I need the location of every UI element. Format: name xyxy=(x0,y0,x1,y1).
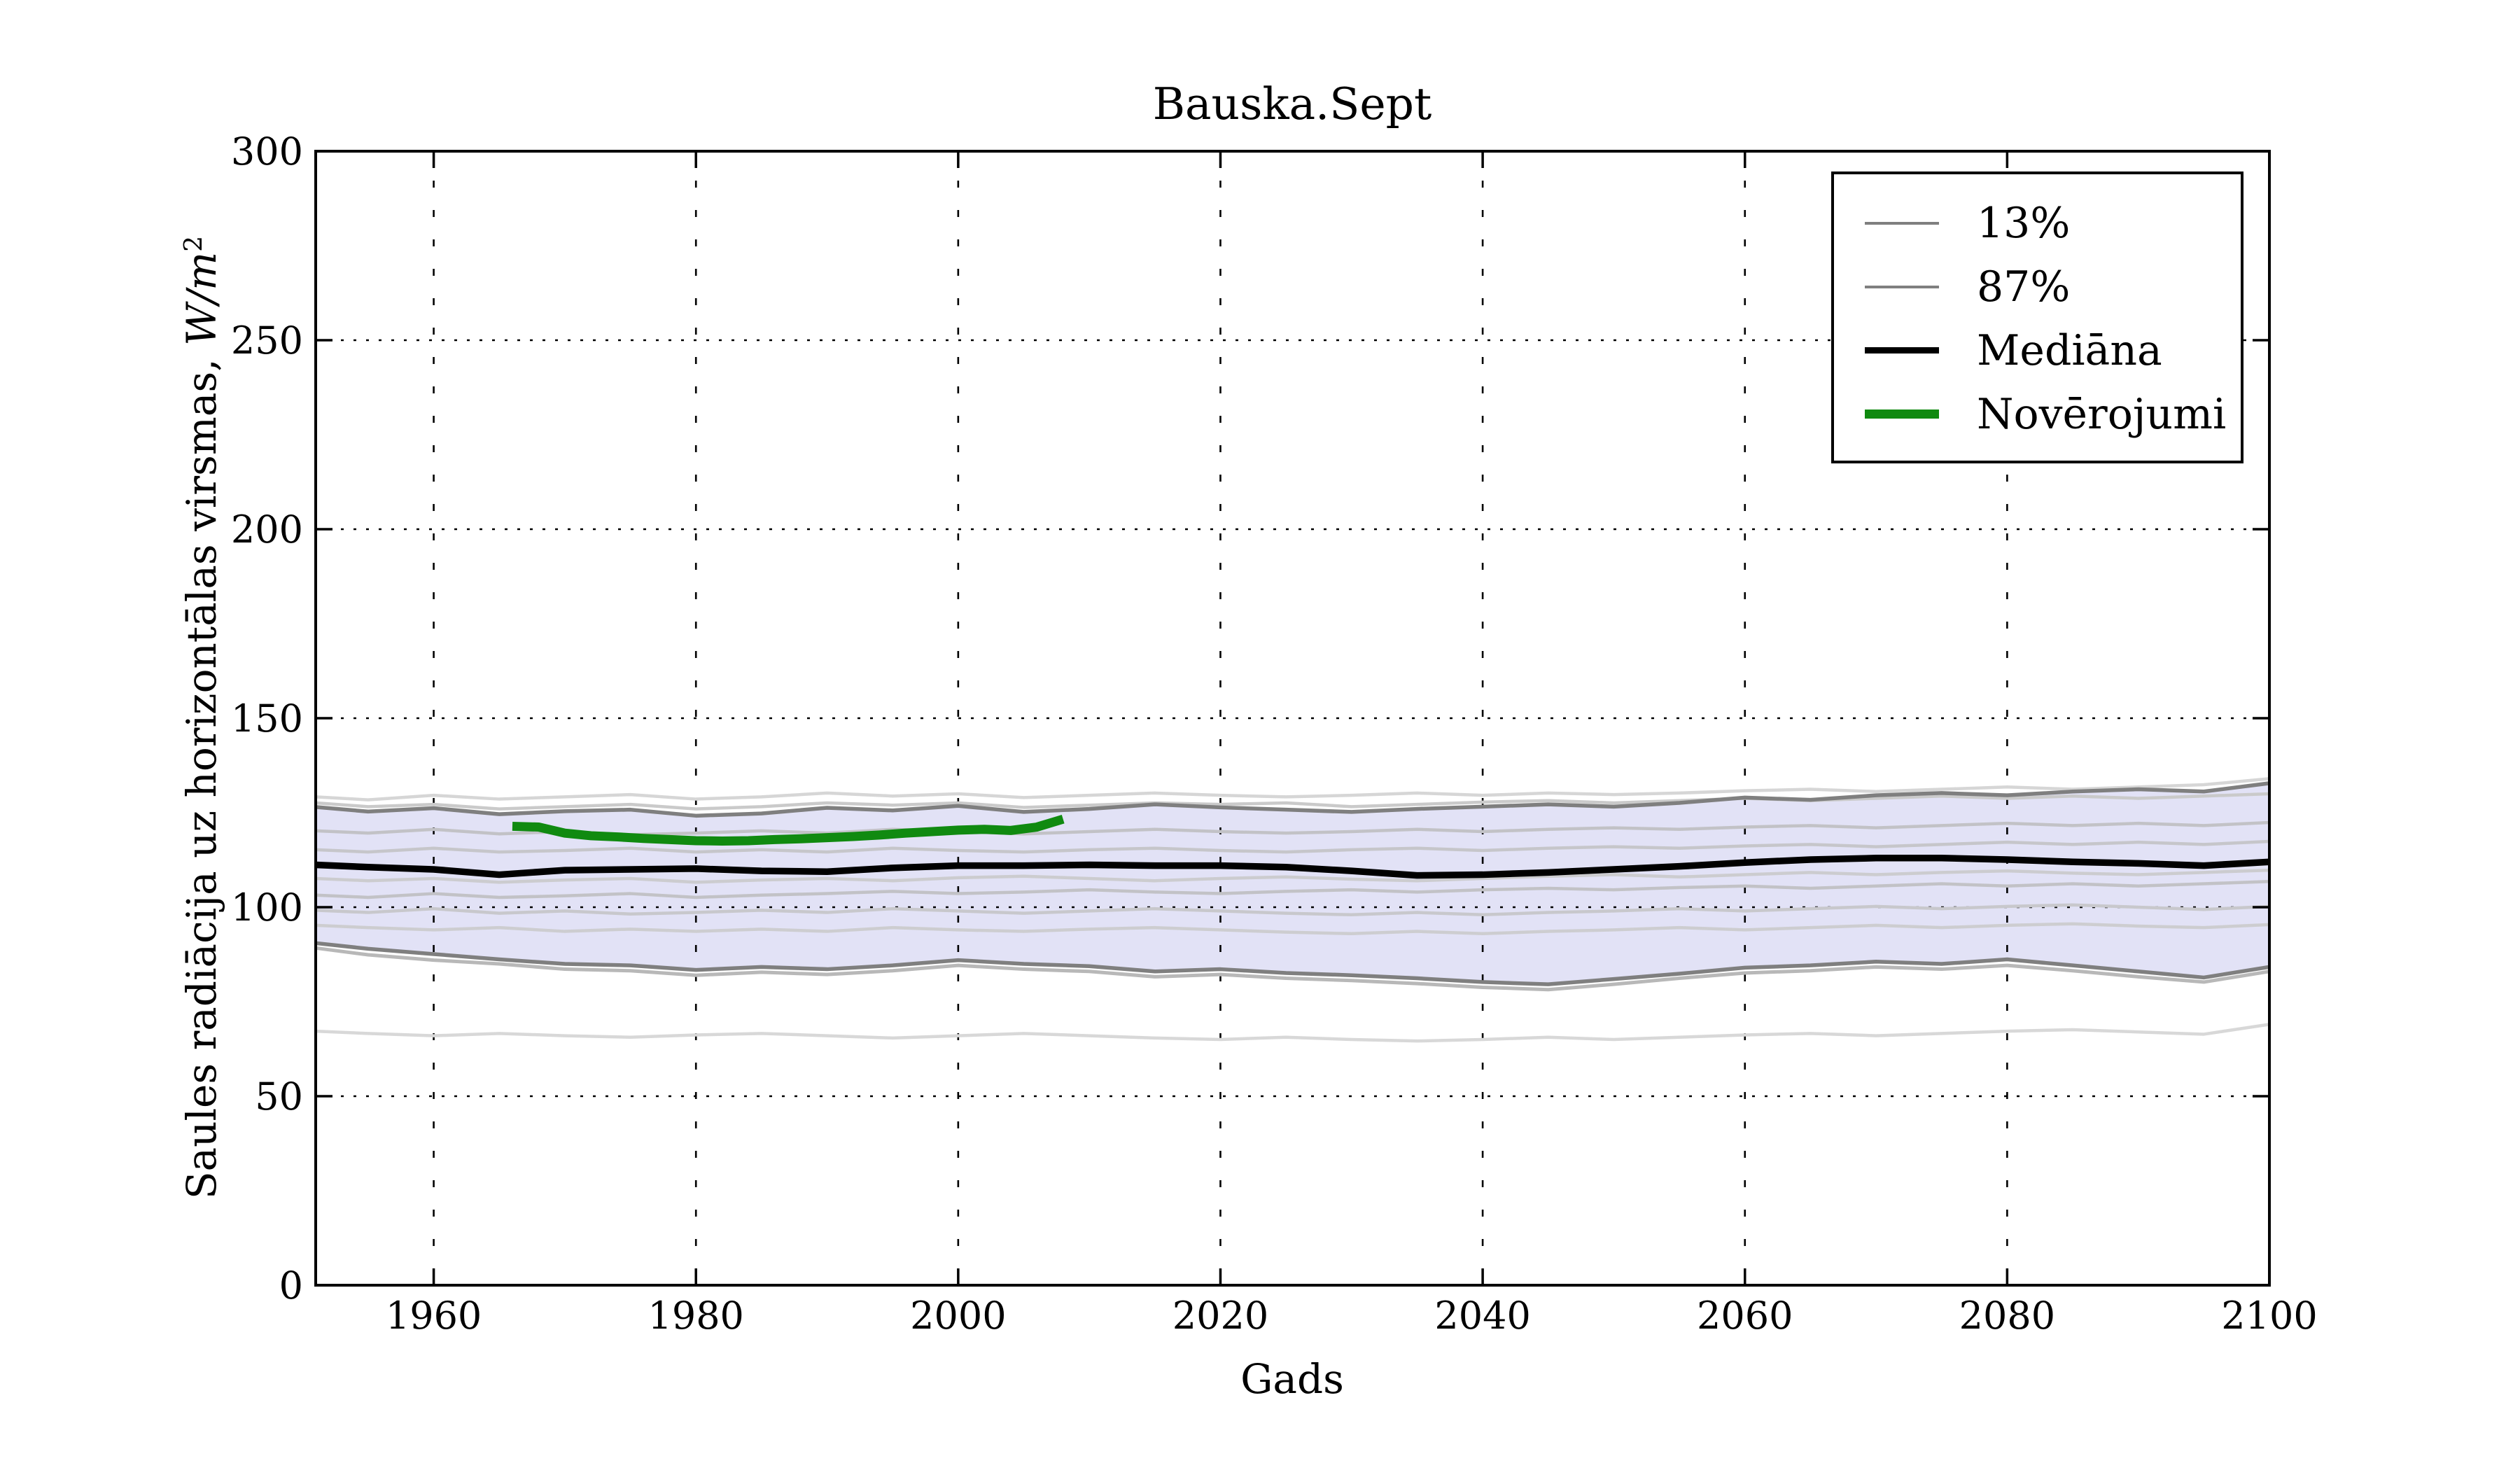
x-axis-label: Gads xyxy=(1240,1355,1344,1403)
x-tick-label: 2080 xyxy=(1959,1294,2055,1338)
legend-item-label: Mediāna xyxy=(1977,326,2162,375)
legend-item-label: Novērojumi xyxy=(1977,389,2227,439)
legend-line-sample-13pct xyxy=(1865,221,1939,225)
legend-item: 13% xyxy=(1865,191,2241,255)
x-tick-label: 2060 xyxy=(1697,1294,1793,1338)
series-noverojumi xyxy=(512,814,1065,846)
x-tick-label: 2100 xyxy=(2221,1294,2317,1338)
y-axis-label-exponent: 2 xyxy=(179,235,209,252)
x-tick-label: 2040 xyxy=(1434,1294,1530,1338)
y-tick-label: 0 xyxy=(279,1264,303,1308)
series-ensemble-6 xyxy=(315,880,2270,899)
series-ensemble-4 xyxy=(315,839,2270,854)
series-mediana xyxy=(315,855,2270,879)
series-ensemble-5 xyxy=(315,868,2270,884)
legend-line-sample-median xyxy=(1865,347,1939,354)
y-tick-label: 50 xyxy=(255,1074,303,1119)
x-tick-label: 2020 xyxy=(1172,1294,1268,1338)
y-tick-label: 200 xyxy=(231,507,303,552)
legend-item-label: 13% xyxy=(1977,198,2071,248)
series-p13 xyxy=(315,941,2270,986)
y-tick-label: 150 xyxy=(231,696,303,741)
x-tick-label: 1960 xyxy=(386,1294,482,1338)
x-tick-label: 2000 xyxy=(910,1294,1006,1338)
series-p87 xyxy=(315,781,2270,818)
y-tick-label: 250 xyxy=(231,318,303,363)
series-ensemble-2 xyxy=(315,792,2270,811)
x-tick-label: 1980 xyxy=(648,1294,743,1338)
series-ensemble-10 xyxy=(315,946,2270,992)
series-ensemble-8 xyxy=(315,922,2270,936)
y-axis-label-unit: W/m xyxy=(178,251,225,346)
legend-item: Novērojumi xyxy=(1865,382,2241,446)
legend-item: Mediāna xyxy=(1865,318,2241,382)
y-axis-label: Saules radiācija uz horizontālas virsmas… xyxy=(174,18,229,1418)
series-ensemble-7 xyxy=(315,903,2270,917)
legend-item-label: 87% xyxy=(1977,262,2071,312)
legend-item: 87% xyxy=(1865,255,2241,318)
series-ensemble-1 xyxy=(315,777,2270,802)
y-tick-label: 300 xyxy=(231,130,303,174)
series-ensemble-9 xyxy=(315,1023,2270,1043)
y-axis-label-text: Saules radiācija uz horizontālas virsmas… xyxy=(178,345,225,1200)
legend-line-sample-observations xyxy=(1865,410,1939,419)
legend-line-sample-87pct xyxy=(1865,285,1939,288)
legend: 13% 87% Mediāna Novērojumi xyxy=(1831,172,2244,463)
chart-title: Bauska.Sept xyxy=(1152,78,1432,130)
y-tick-label: 100 xyxy=(231,886,303,930)
